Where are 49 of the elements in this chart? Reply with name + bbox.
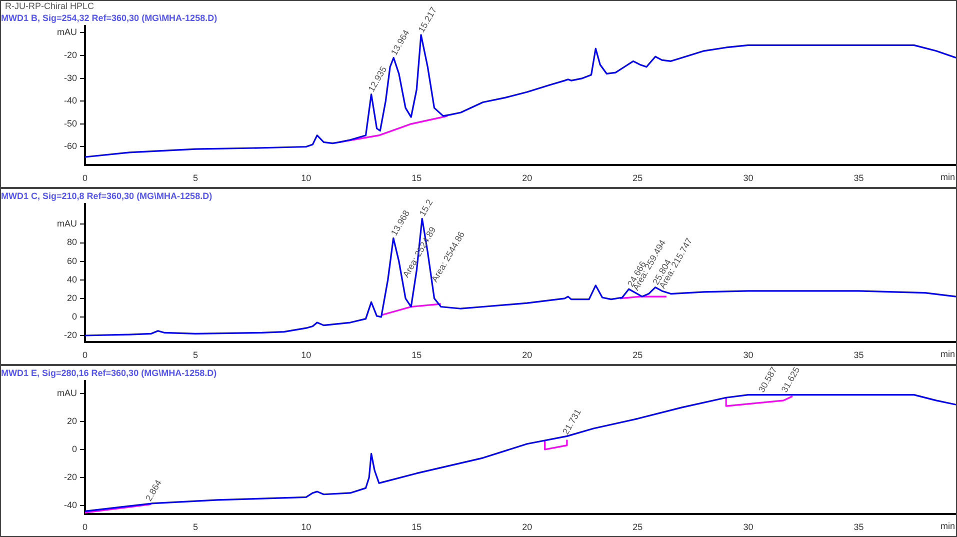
- y-tick-label: 60: [66, 256, 77, 266]
- x-tick-label: 35: [854, 522, 864, 532]
- x-tick-label: 30: [743, 172, 754, 183]
- y-tick-label: 20: [66, 292, 77, 303]
- chart-title: MWD1 B, Sig=254,32 Ref=360,30 (MG\MHA-1258.D): [1, 12, 218, 23]
- y-axis-title: mAU: [57, 388, 77, 398]
- x-tick-label: 25: [632, 350, 643, 360]
- y-tick-label: -20: [64, 50, 77, 60]
- y-tick-label: 80: [66, 237, 77, 248]
- y-tick-label: -30: [64, 72, 77, 83]
- y-tick-label: -40: [64, 500, 77, 510]
- x-tick-label: 15: [412, 350, 422, 360]
- x-tick-label: 0: [82, 522, 88, 532]
- x-tick-label: 5: [193, 172, 198, 183]
- chart-title: MWD1 C, Sig=210,8 Ref=360,30 (MG\MHA-1258.D): [1, 190, 212, 201]
- x-tick-label: 35: [854, 172, 864, 183]
- y-tick-label: -40: [64, 96, 77, 106]
- y-tick-label: -60: [64, 141, 77, 152]
- x-tick-label: 20: [522, 522, 532, 532]
- x-tick-label: 5: [193, 350, 198, 360]
- x-tick-label: 25: [632, 172, 643, 183]
- x-tick-label: 20: [522, 172, 532, 183]
- x-tick-label: 15: [412, 522, 422, 532]
- x-tick-label: 15: [412, 172, 422, 183]
- x-axis-title: min: [940, 172, 955, 182]
- y-axis-title: mAU: [57, 218, 77, 229]
- x-tick-label: 35: [854, 350, 864, 360]
- y-tick-label: 0: [72, 444, 77, 454]
- y-tick-label: 0: [72, 311, 77, 322]
- x-tick-label: 10: [301, 350, 312, 360]
- x-axis-title: min: [940, 520, 955, 531]
- y-tick-label: 20: [66, 416, 77, 426]
- x-tick-label: 0: [82, 172, 88, 183]
- x-tick-label: 30: [743, 350, 754, 360]
- chart-title: MWD1 E, Sig=280,16 Ref=360,30 (MG\MHA-1258.D): [1, 368, 217, 378]
- text: R-JU-RP-Chiral HPLC: [5, 0, 95, 11]
- y-tick-label: -50: [64, 118, 77, 128]
- x-tick-label: 25: [632, 522, 643, 532]
- x-tick-label: 30: [743, 522, 754, 532]
- y-tick-label: -20: [64, 330, 77, 340]
- y-tick-label: 40: [66, 274, 77, 284]
- y-axis-title: mAU: [57, 27, 77, 38]
- x-tick-label: 10: [301, 522, 312, 532]
- x-tick-label: 20: [522, 350, 532, 360]
- x-tick-label: 5: [193, 522, 198, 532]
- y-tick-label: -20: [64, 472, 77, 482]
- x-tick-label: 10: [301, 172, 312, 183]
- x-tick-label: 0: [82, 350, 88, 360]
- x-axis-title: min: [940, 348, 955, 359]
